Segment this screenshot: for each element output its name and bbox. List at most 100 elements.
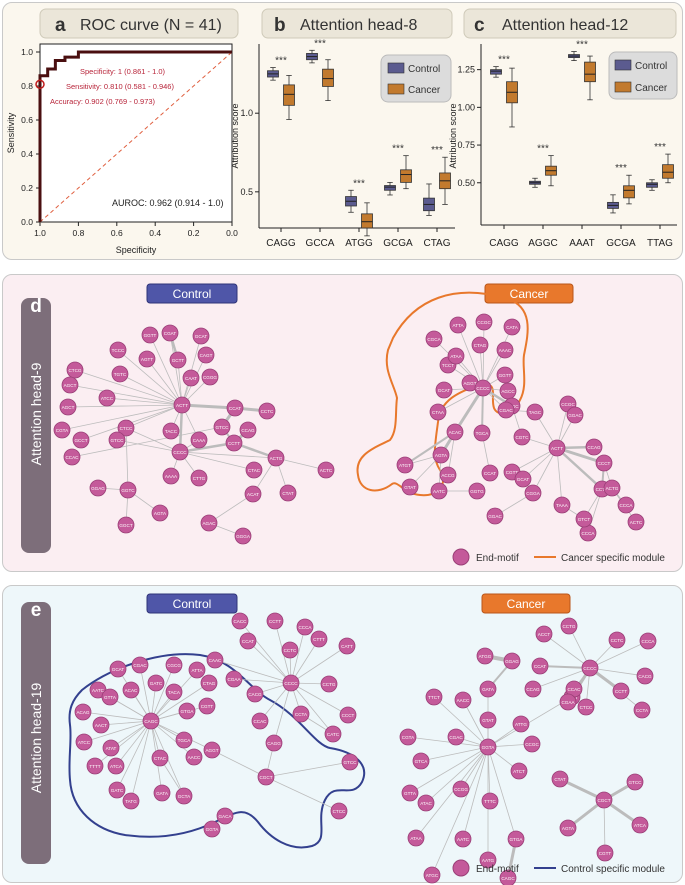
net-e-cancer-node	[633, 701, 651, 719]
panel-b-title: Attention head-8	[300, 17, 418, 34]
net-d-control-node	[89, 479, 107, 497]
net-e-cancer-node	[595, 791, 613, 809]
net-e-control-node	[198, 697, 216, 715]
net-e-cancer-node-label: AACC	[457, 698, 470, 703]
panel-e-letter: e	[31, 600, 42, 621]
net-e-cancer-node	[531, 657, 549, 675]
panel-d-side-label: Attention head-9	[28, 362, 44, 465]
net-e-control-edge	[290, 638, 320, 684]
net-e-cancer-node-label: ATAC	[420, 801, 432, 806]
net-d-control-node-label: ACTT	[176, 403, 188, 408]
net-d-control-node-label: GGTT	[144, 333, 157, 338]
cancer-specific-module-outline	[356, 291, 529, 497]
net-d-control-node	[72, 431, 90, 449]
net-e-control-node	[153, 784, 171, 802]
net-d-control-node	[98, 389, 116, 407]
net-d-control-node	[66, 361, 84, 379]
box12-category-label: TTAG	[647, 238, 673, 249]
net-e-control-node	[320, 675, 338, 693]
net-d-control-node	[108, 431, 126, 449]
net-d-cancer-node	[486, 507, 504, 525]
net-e-control-node-label: CAAC	[209, 658, 222, 663]
box12-significance: ***	[576, 40, 588, 51]
box8-box-cancer	[400, 169, 412, 183]
panel-e-cancer-label: Cancer	[507, 597, 546, 611]
net-d-cancer-node	[585, 438, 603, 456]
panel-d-side-tab	[21, 298, 51, 553]
roc-y-tick-label: 0.8	[21, 81, 33, 91]
roc-y-tick-label: 0.6	[21, 115, 33, 125]
net-d-cancer-edge	[482, 326, 513, 389]
box12-significance: ***	[654, 142, 666, 153]
net-e-cancer-node	[476, 647, 494, 665]
roc-ylabel: Sensitivity	[6, 112, 16, 153]
net-e-control-node-label: CAGC	[144, 719, 158, 724]
net-e-control-edge	[290, 682, 349, 716]
net-e-cancer-node-label: ATGC	[426, 873, 439, 878]
net-e-control-node	[122, 681, 140, 699]
net-e-control-node	[107, 757, 125, 775]
net-d-cancer-node	[446, 423, 464, 441]
net-e-cancer-node	[479, 711, 497, 729]
net-e-cancer-node	[423, 866, 441, 884]
net-e-cancer-node-label: GTCA	[415, 759, 429, 764]
net-d-control-node	[161, 324, 179, 342]
box12-significance: ***	[537, 144, 549, 155]
net-e-control-node-label: CGAA	[227, 677, 241, 682]
net-e-cancer-edge	[415, 746, 489, 839]
net-e-cancer-node-label: CTCC	[580, 705, 593, 710]
net-e-control-node	[251, 712, 269, 730]
net-e-cancer-node-label: CCGG	[454, 787, 468, 792]
net-e-control-node-label: GATC	[111, 788, 124, 793]
net-d-cancer-node	[575, 510, 593, 528]
network-e-control: GCAT CGAC CGCG AATC GTTA ACAC GATC TACA ATTA CTAG…	[74, 612, 359, 838]
net-e-control-node-label: ATAT	[106, 746, 117, 751]
net-e-cancer-node-label: CGAC	[449, 735, 463, 740]
net-d-cancer-node	[473, 424, 491, 442]
net-e-control-node-label: TGCA	[178, 738, 192, 743]
net-d-cancer-edge	[404, 431, 456, 466]
roc-y-tick-label: 0.4	[21, 149, 33, 159]
net-e-control-node-label: CTAC	[154, 756, 167, 761]
net-d-cancer-node	[497, 401, 515, 419]
panel-e-legend-node-swatch	[452, 859, 470, 877]
box8-category-label: GCCA	[306, 238, 335, 249]
panel-e-legend-node-label: End-motif	[476, 864, 519, 875]
net-d-control-node-label: ATCC	[101, 396, 114, 401]
net-e-control-edge	[150, 664, 175, 722]
net-e-cancer-node-label: GGTA	[482, 745, 496, 750]
net-d-control-node	[182, 369, 200, 387]
net-e-control-node	[122, 792, 140, 810]
net-e-cancer-node-label: ACCT	[538, 632, 551, 637]
net-e-control-node-label: ACAC	[125, 688, 138, 693]
net-d-control-node	[201, 368, 219, 386]
net-d-control-edge	[179, 451, 255, 471]
net-e-cancer-node-label: CCGC	[525, 742, 539, 747]
net-d-cancer-node-label: GCAT	[438, 388, 451, 393]
net-e-control-node-label: CAGG	[267, 741, 281, 746]
box12-box-cancer	[662, 164, 674, 179]
net-e-cancer-node	[510, 762, 528, 780]
net-e-cancer-node	[479, 680, 497, 698]
box8-ylabel: Attribution score	[230, 103, 240, 168]
roc-x-tick-label: 0.4	[149, 228, 161, 238]
net-d-control-edge	[275, 457, 327, 471]
net-e-control-node	[310, 630, 328, 648]
net-e-cancer-node-label: CGTA	[402, 735, 415, 740]
panel-e-side-label: Attention head-19	[28, 683, 44, 794]
net-d-control-node-label: ACTC	[320, 468, 333, 473]
net-d-cancer-node	[513, 428, 531, 446]
net-d-control-node-label: AGAC	[202, 521, 216, 526]
box8-category-label: ATGG	[345, 238, 373, 249]
network-d-control: GGTT CGAT GCAT TCCC AGTT GCTT CAGT TGTC CTCG CGGG…	[53, 324, 335, 545]
net-d-cancer-node	[429, 403, 447, 421]
net-e-control-node-label: GATC	[150, 681, 163, 686]
net-d-cancer-node-label: CCAT	[484, 471, 496, 476]
net-d-cancer-node-label: CTAA	[432, 410, 445, 415]
net-e-control-node	[142, 712, 160, 730]
panel-d-control-label: Control	[173, 287, 212, 301]
net-e-cancer-edge	[487, 746, 517, 840]
net-e-cancer-edge	[462, 699, 489, 748]
net-d-control-node	[173, 396, 191, 414]
net-e-control-node-label: CCAT	[242, 639, 254, 644]
